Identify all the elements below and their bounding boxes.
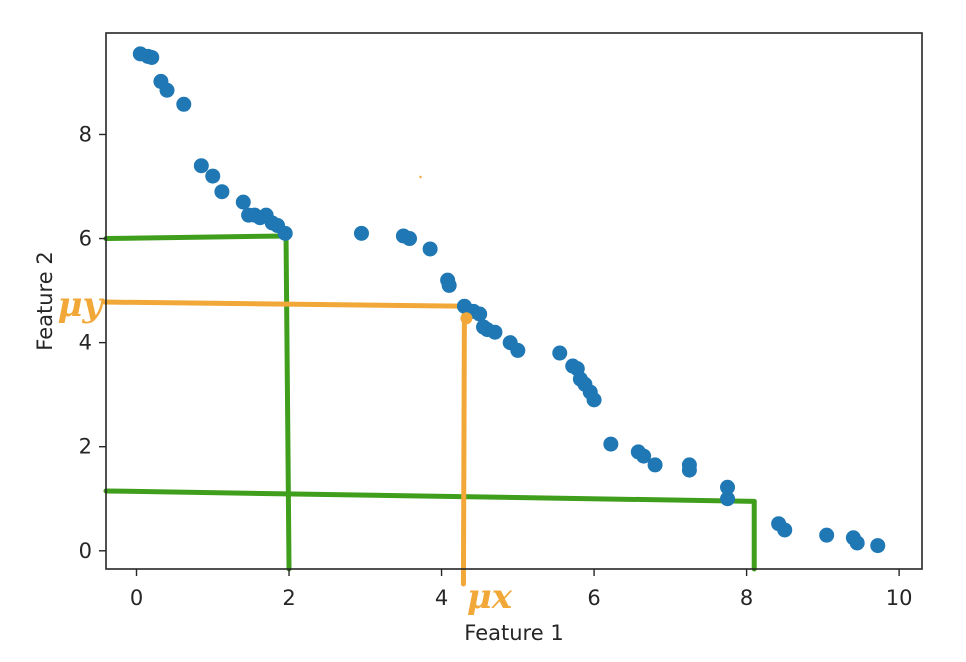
data-point [777, 522, 793, 538]
y-tick-label: 8 [79, 122, 92, 146]
x-tick-label: 0 [130, 586, 143, 610]
y-tick-label: 0 [79, 539, 92, 563]
orange-speck [419, 175, 422, 179]
data-point [176, 96, 192, 112]
orange-vertical-line-mu-x [460, 303, 467, 587]
data-point [636, 448, 652, 464]
data-point [819, 527, 835, 543]
mu-y-annotation: μy [58, 285, 105, 325]
data-point [422, 241, 438, 257]
data-point [720, 491, 736, 507]
annotation-overlay [419, 175, 473, 325]
data-point [235, 194, 251, 210]
y-tick-label: 4 [79, 331, 92, 355]
data-point [277, 225, 293, 241]
data-point [193, 158, 209, 174]
x-tick-label: 10 [886, 586, 913, 610]
data-points [132, 46, 886, 554]
x-tick-label: 4 [435, 586, 448, 610]
data-point [681, 462, 697, 478]
y-tick-label: 6 [79, 227, 92, 251]
green-vertical-line-left [283, 233, 292, 572]
x-tick-label: 8 [740, 586, 753, 610]
y-axis-ticks: 0 2 4 6 8 [79, 122, 106, 563]
data-point [353, 225, 369, 241]
data-point [214, 184, 230, 200]
green-horizontal-line-upper [103, 233, 289, 242]
data-point [510, 342, 526, 358]
green-horizontal-line-lower [103, 488, 757, 504]
orange-horizontal-line-mu-y [101, 299, 472, 309]
y-tick-label: 2 [79, 435, 92, 459]
x-axis-ticks: 0 2 4 6 8 10 [130, 569, 913, 610]
y-axis-label: Feature 2 [33, 251, 57, 350]
data-point [552, 345, 568, 361]
data-point [487, 324, 503, 340]
mean-marker [460, 312, 473, 325]
data-point [647, 457, 663, 473]
mu-x-annotation: μx [467, 577, 513, 617]
data-point [849, 535, 865, 551]
x-tick-label: 2 [282, 586, 295, 610]
data-point [586, 392, 602, 408]
plot-frame [105, 32, 923, 570]
x-axis-label: Feature 1 [464, 621, 563, 645]
data-point [720, 479, 736, 495]
data-point [472, 306, 488, 322]
data-point [159, 82, 175, 98]
data-point [603, 436, 619, 452]
data-point [441, 277, 457, 293]
data-point [870, 538, 886, 554]
annotation-layer [101, 233, 757, 587]
x-tick-label: 6 [587, 586, 600, 610]
data-point [402, 231, 418, 247]
data-point [144, 49, 160, 65]
data-point [205, 168, 221, 184]
